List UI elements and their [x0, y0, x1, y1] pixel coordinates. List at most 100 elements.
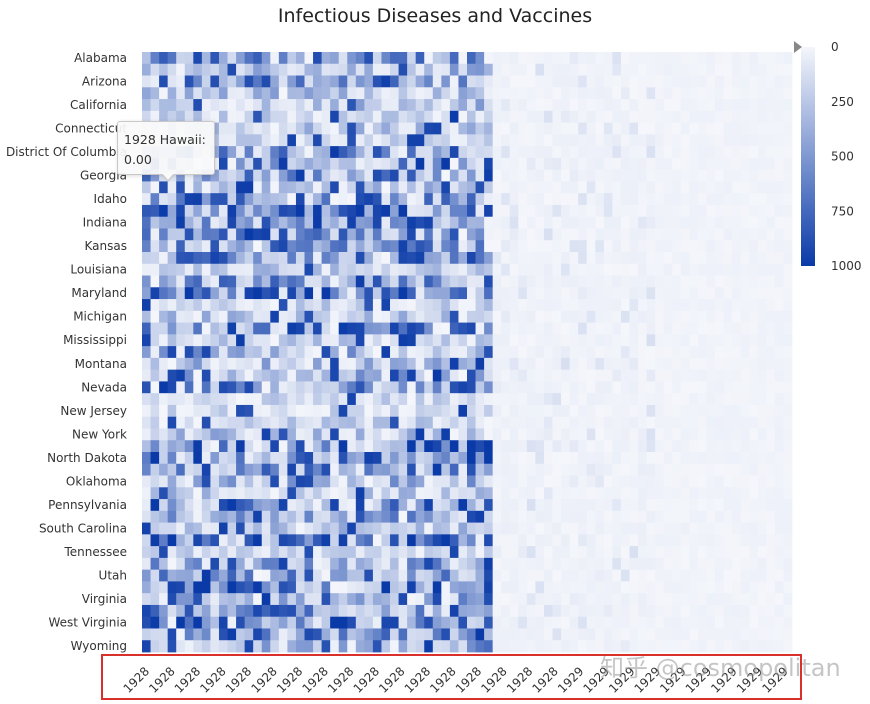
heatmap-cell[interactable] [552, 204, 562, 218]
heatmap-cell[interactable] [407, 63, 417, 76]
heatmap-cell[interactable] [321, 216, 331, 229]
heatmap-cell[interactable] [612, 475, 622, 488]
heatmap-cell[interactable] [415, 169, 425, 182]
heatmap-cell[interactable] [201, 452, 211, 465]
heatmap-cell[interactable] [372, 310, 382, 323]
heatmap-cell[interactable] [543, 581, 553, 594]
heatmap-cell[interactable] [313, 275, 322, 288]
heatmap-cell[interactable] [424, 322, 434, 335]
heatmap-cell[interactable] [646, 616, 656, 629]
heatmap-cell[interactable] [313, 416, 322, 429]
heatmap-cell[interactable] [449, 52, 459, 65]
heatmap-cell[interactable] [706, 463, 716, 476]
heatmap-cell[interactable] [638, 534, 647, 547]
heatmap-cell[interactable] [526, 157, 536, 171]
heatmap-cell[interactable] [646, 452, 656, 465]
heatmap-cell[interactable] [740, 640, 750, 653]
heatmap-cell[interactable] [612, 616, 622, 629]
heatmap-cell[interactable] [295, 593, 305, 606]
heatmap-cell[interactable] [150, 169, 160, 182]
heatmap-cell[interactable] [509, 510, 519, 523]
heatmap-cell[interactable] [561, 75, 571, 88]
heatmap-cell[interactable] [732, 463, 742, 476]
heatmap-cell[interactable] [715, 157, 724, 171]
heatmap-cell[interactable] [774, 334, 784, 347]
heatmap-cell[interactable] [561, 204, 571, 218]
heatmap-cell[interactable] [338, 522, 348, 535]
heatmap-cell[interactable] [270, 87, 280, 100]
heatmap-cell[interactable] [663, 110, 673, 123]
heatmap-cell[interactable] [740, 322, 750, 335]
heatmap-cell[interactable] [313, 263, 322, 276]
heatmap-cell[interactable] [236, 63, 246, 76]
heatmap-cell[interactable] [620, 357, 630, 371]
heatmap-cell[interactable] [176, 628, 186, 641]
heatmap-cell[interactable] [501, 216, 511, 229]
heatmap-cell[interactable] [603, 440, 613, 453]
heatmap-cell[interactable] [586, 122, 596, 135]
heatmap-cell[interactable] [672, 510, 682, 523]
heatmap-cell[interactable] [270, 169, 280, 182]
heatmap-cell[interactable] [347, 510, 357, 523]
heatmap-cell[interactable] [227, 181, 237, 194]
heatmap-cell[interactable] [253, 569, 263, 582]
heatmap-cell[interactable] [159, 499, 169, 512]
heatmap-cell[interactable] [253, 393, 263, 406]
heatmap-cell[interactable] [372, 228, 382, 241]
heatmap-cell[interactable] [783, 393, 793, 406]
heatmap-cell[interactable] [757, 99, 767, 112]
heatmap-cell[interactable] [176, 440, 186, 453]
heatmap-cell[interactable] [595, 393, 605, 406]
heatmap-cell[interactable] [535, 569, 545, 582]
heatmap-cell[interactable] [338, 299, 348, 312]
heatmap-cell[interactable] [569, 475, 579, 488]
heatmap-cell[interactable] [612, 452, 622, 465]
heatmap-cell[interactable] [603, 475, 613, 488]
heatmap-cell[interactable] [561, 452, 571, 465]
heatmap-cell[interactable] [150, 252, 160, 265]
heatmap-cell[interactable] [492, 404, 502, 418]
heatmap-cell[interactable] [218, 369, 228, 382]
heatmap-cell[interactable] [227, 534, 237, 547]
heatmap-cell[interactable] [561, 169, 571, 182]
heatmap-cell[interactable] [766, 534, 776, 547]
heatmap-cell[interactable] [475, 334, 485, 347]
heatmap-cell[interactable] [407, 240, 417, 253]
heatmap-cell[interactable] [569, 181, 579, 194]
heatmap-cell[interactable] [655, 287, 665, 300]
heatmap-cell[interactable] [424, 63, 434, 76]
heatmap-cell[interactable] [535, 510, 545, 523]
heatmap-cell[interactable] [595, 87, 605, 100]
heatmap-cell[interactable] [783, 475, 793, 488]
heatmap-cell[interactable] [201, 393, 211, 406]
heatmap-cell[interactable] [697, 310, 707, 323]
heatmap-cell[interactable] [629, 640, 639, 653]
heatmap-cell[interactable] [783, 157, 793, 171]
heatmap-cell[interactable] [304, 510, 314, 523]
heatmap-cell[interactable] [509, 63, 519, 76]
heatmap-cell[interactable] [757, 110, 767, 123]
heatmap-cell[interactable] [355, 463, 365, 476]
heatmap-cell[interactable] [287, 181, 297, 194]
heatmap-cell[interactable] [347, 287, 357, 300]
heatmap-cell[interactable] [167, 534, 177, 547]
heatmap-cell[interactable] [484, 157, 494, 171]
heatmap-cell[interactable] [689, 475, 699, 488]
heatmap-cell[interactable] [740, 628, 750, 641]
heatmap-cell[interactable] [646, 475, 656, 488]
heatmap-cell[interactable] [740, 228, 750, 241]
heatmap-cell[interactable] [184, 593, 194, 606]
heatmap-cell[interactable] [484, 604, 494, 618]
heatmap-cell[interactable] [142, 440, 151, 453]
heatmap-cell[interactable] [501, 581, 511, 594]
heatmap-cell[interactable] [595, 381, 605, 394]
heatmap-cell[interactable] [492, 604, 502, 618]
heatmap-cell[interactable] [193, 275, 203, 288]
heatmap-cell[interactable] [304, 216, 314, 229]
heatmap-cell[interactable] [295, 75, 305, 88]
heatmap-cell[interactable] [501, 228, 511, 241]
heatmap-cell[interactable] [561, 381, 571, 394]
heatmap-cell[interactable] [201, 640, 211, 653]
heatmap-cell[interactable] [441, 252, 451, 265]
heatmap-cell[interactable] [509, 193, 519, 206]
